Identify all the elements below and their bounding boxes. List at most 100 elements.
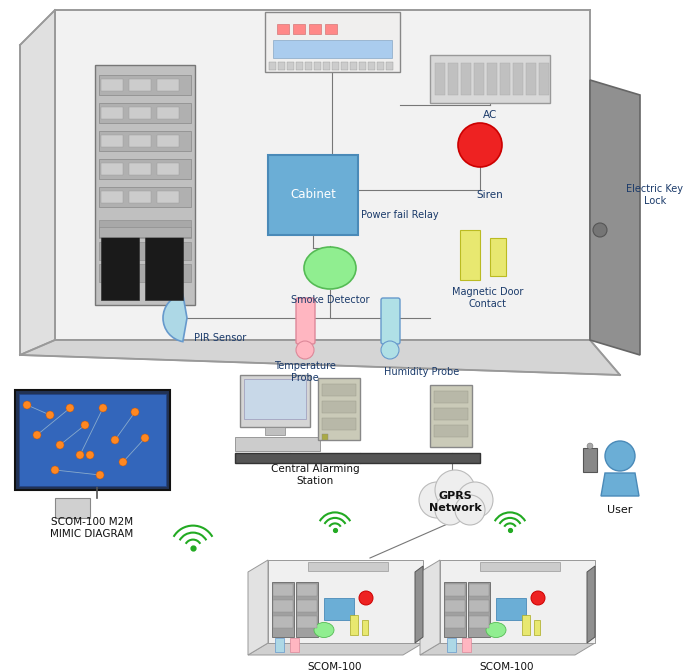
Bar: [275, 638, 284, 652]
Polygon shape: [420, 643, 595, 655]
Bar: [500, 63, 510, 95]
Bar: [522, 615, 530, 635]
Bar: [583, 448, 597, 472]
Bar: [287, 62, 294, 70]
Bar: [269, 62, 276, 70]
Bar: [101, 79, 123, 91]
Bar: [99, 131, 191, 151]
Circle shape: [605, 441, 635, 471]
Bar: [157, 191, 179, 203]
Bar: [469, 600, 489, 612]
Bar: [273, 616, 293, 628]
Circle shape: [46, 411, 54, 419]
Bar: [244, 379, 306, 419]
Bar: [359, 62, 366, 70]
Bar: [350, 615, 358, 635]
Bar: [240, 375, 310, 427]
Bar: [145, 235, 183, 300]
Bar: [539, 63, 549, 95]
Circle shape: [66, 404, 74, 412]
Bar: [308, 562, 388, 571]
Bar: [322, 384, 356, 396]
Bar: [323, 62, 330, 70]
Bar: [99, 220, 191, 238]
Text: Power fail Relay: Power fail Relay: [361, 210, 439, 220]
Text: SCOM-100 M2M
MIMIC DIAGRAM: SCOM-100 M2M MIMIC DIAGRAM: [51, 517, 134, 539]
Bar: [290, 638, 299, 652]
Bar: [444, 582, 466, 637]
Text: SCOM-100
Computer Room  A: SCOM-100 Computer Room A: [286, 662, 384, 670]
Circle shape: [23, 401, 31, 409]
Circle shape: [111, 436, 119, 444]
Bar: [445, 616, 465, 628]
Bar: [368, 62, 375, 70]
Circle shape: [458, 123, 502, 167]
Ellipse shape: [314, 622, 334, 637]
Bar: [448, 63, 458, 95]
Polygon shape: [420, 560, 440, 655]
Bar: [101, 191, 123, 203]
Circle shape: [51, 466, 59, 474]
Circle shape: [56, 441, 64, 449]
Bar: [129, 79, 151, 91]
Circle shape: [587, 443, 593, 449]
Bar: [434, 391, 468, 403]
Polygon shape: [590, 80, 640, 355]
Wedge shape: [163, 294, 187, 342]
Bar: [377, 62, 384, 70]
Circle shape: [33, 431, 41, 439]
Bar: [99, 227, 191, 237]
Bar: [273, 40, 392, 58]
Bar: [435, 63, 445, 95]
Bar: [265, 12, 400, 72]
Bar: [469, 584, 489, 596]
Bar: [272, 582, 294, 637]
Bar: [445, 584, 465, 596]
Bar: [324, 598, 354, 620]
Bar: [318, 378, 360, 440]
Polygon shape: [20, 10, 55, 355]
Text: AC: AC: [483, 110, 497, 120]
Bar: [157, 163, 179, 175]
Polygon shape: [440, 560, 595, 643]
Ellipse shape: [304, 247, 356, 289]
Bar: [129, 191, 151, 203]
Bar: [99, 242, 191, 260]
FancyBboxPatch shape: [381, 298, 400, 344]
Bar: [15, 390, 170, 490]
Text: Temperature
Probe: Temperature Probe: [274, 361, 336, 383]
Bar: [95, 65, 195, 305]
Circle shape: [131, 408, 139, 416]
Ellipse shape: [486, 622, 506, 637]
Bar: [332, 62, 339, 70]
Text: Electric Key
Lock: Electric Key Lock: [627, 184, 684, 206]
Bar: [322, 418, 356, 430]
Bar: [314, 62, 321, 70]
Text: Smoke Detector: Smoke Detector: [291, 295, 369, 305]
Bar: [273, 600, 293, 612]
Bar: [462, 638, 471, 652]
Bar: [278, 62, 285, 70]
Polygon shape: [248, 643, 423, 655]
Bar: [309, 24, 321, 34]
Circle shape: [96, 471, 104, 479]
Circle shape: [455, 495, 485, 525]
Bar: [386, 62, 393, 70]
Bar: [341, 62, 348, 70]
Text: Humidity Probe: Humidity Probe: [384, 367, 459, 377]
Bar: [129, 107, 151, 119]
Circle shape: [531, 591, 545, 605]
Bar: [296, 582, 318, 637]
Bar: [297, 600, 317, 612]
Circle shape: [381, 341, 399, 359]
Bar: [265, 427, 285, 435]
Bar: [460, 230, 480, 280]
Circle shape: [99, 404, 107, 412]
Text: User: User: [607, 505, 633, 515]
Bar: [325, 24, 337, 34]
Text: PIR Sensor: PIR Sensor: [194, 333, 246, 343]
Bar: [99, 75, 191, 95]
Bar: [55, 498, 90, 518]
Bar: [322, 401, 356, 413]
Bar: [99, 159, 191, 179]
